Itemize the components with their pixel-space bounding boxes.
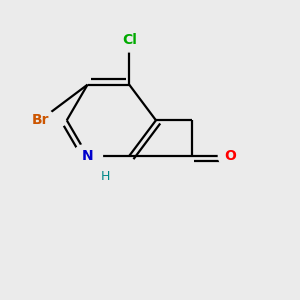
Text: N: N [82,149,93,163]
Ellipse shape [25,108,55,132]
Text: O: O [224,149,236,163]
Text: H: H [101,170,110,183]
Text: Cl: Cl [122,33,136,47]
Text: Br: Br [31,113,49,127]
Ellipse shape [114,28,144,52]
Ellipse shape [218,144,242,168]
Ellipse shape [73,144,102,168]
